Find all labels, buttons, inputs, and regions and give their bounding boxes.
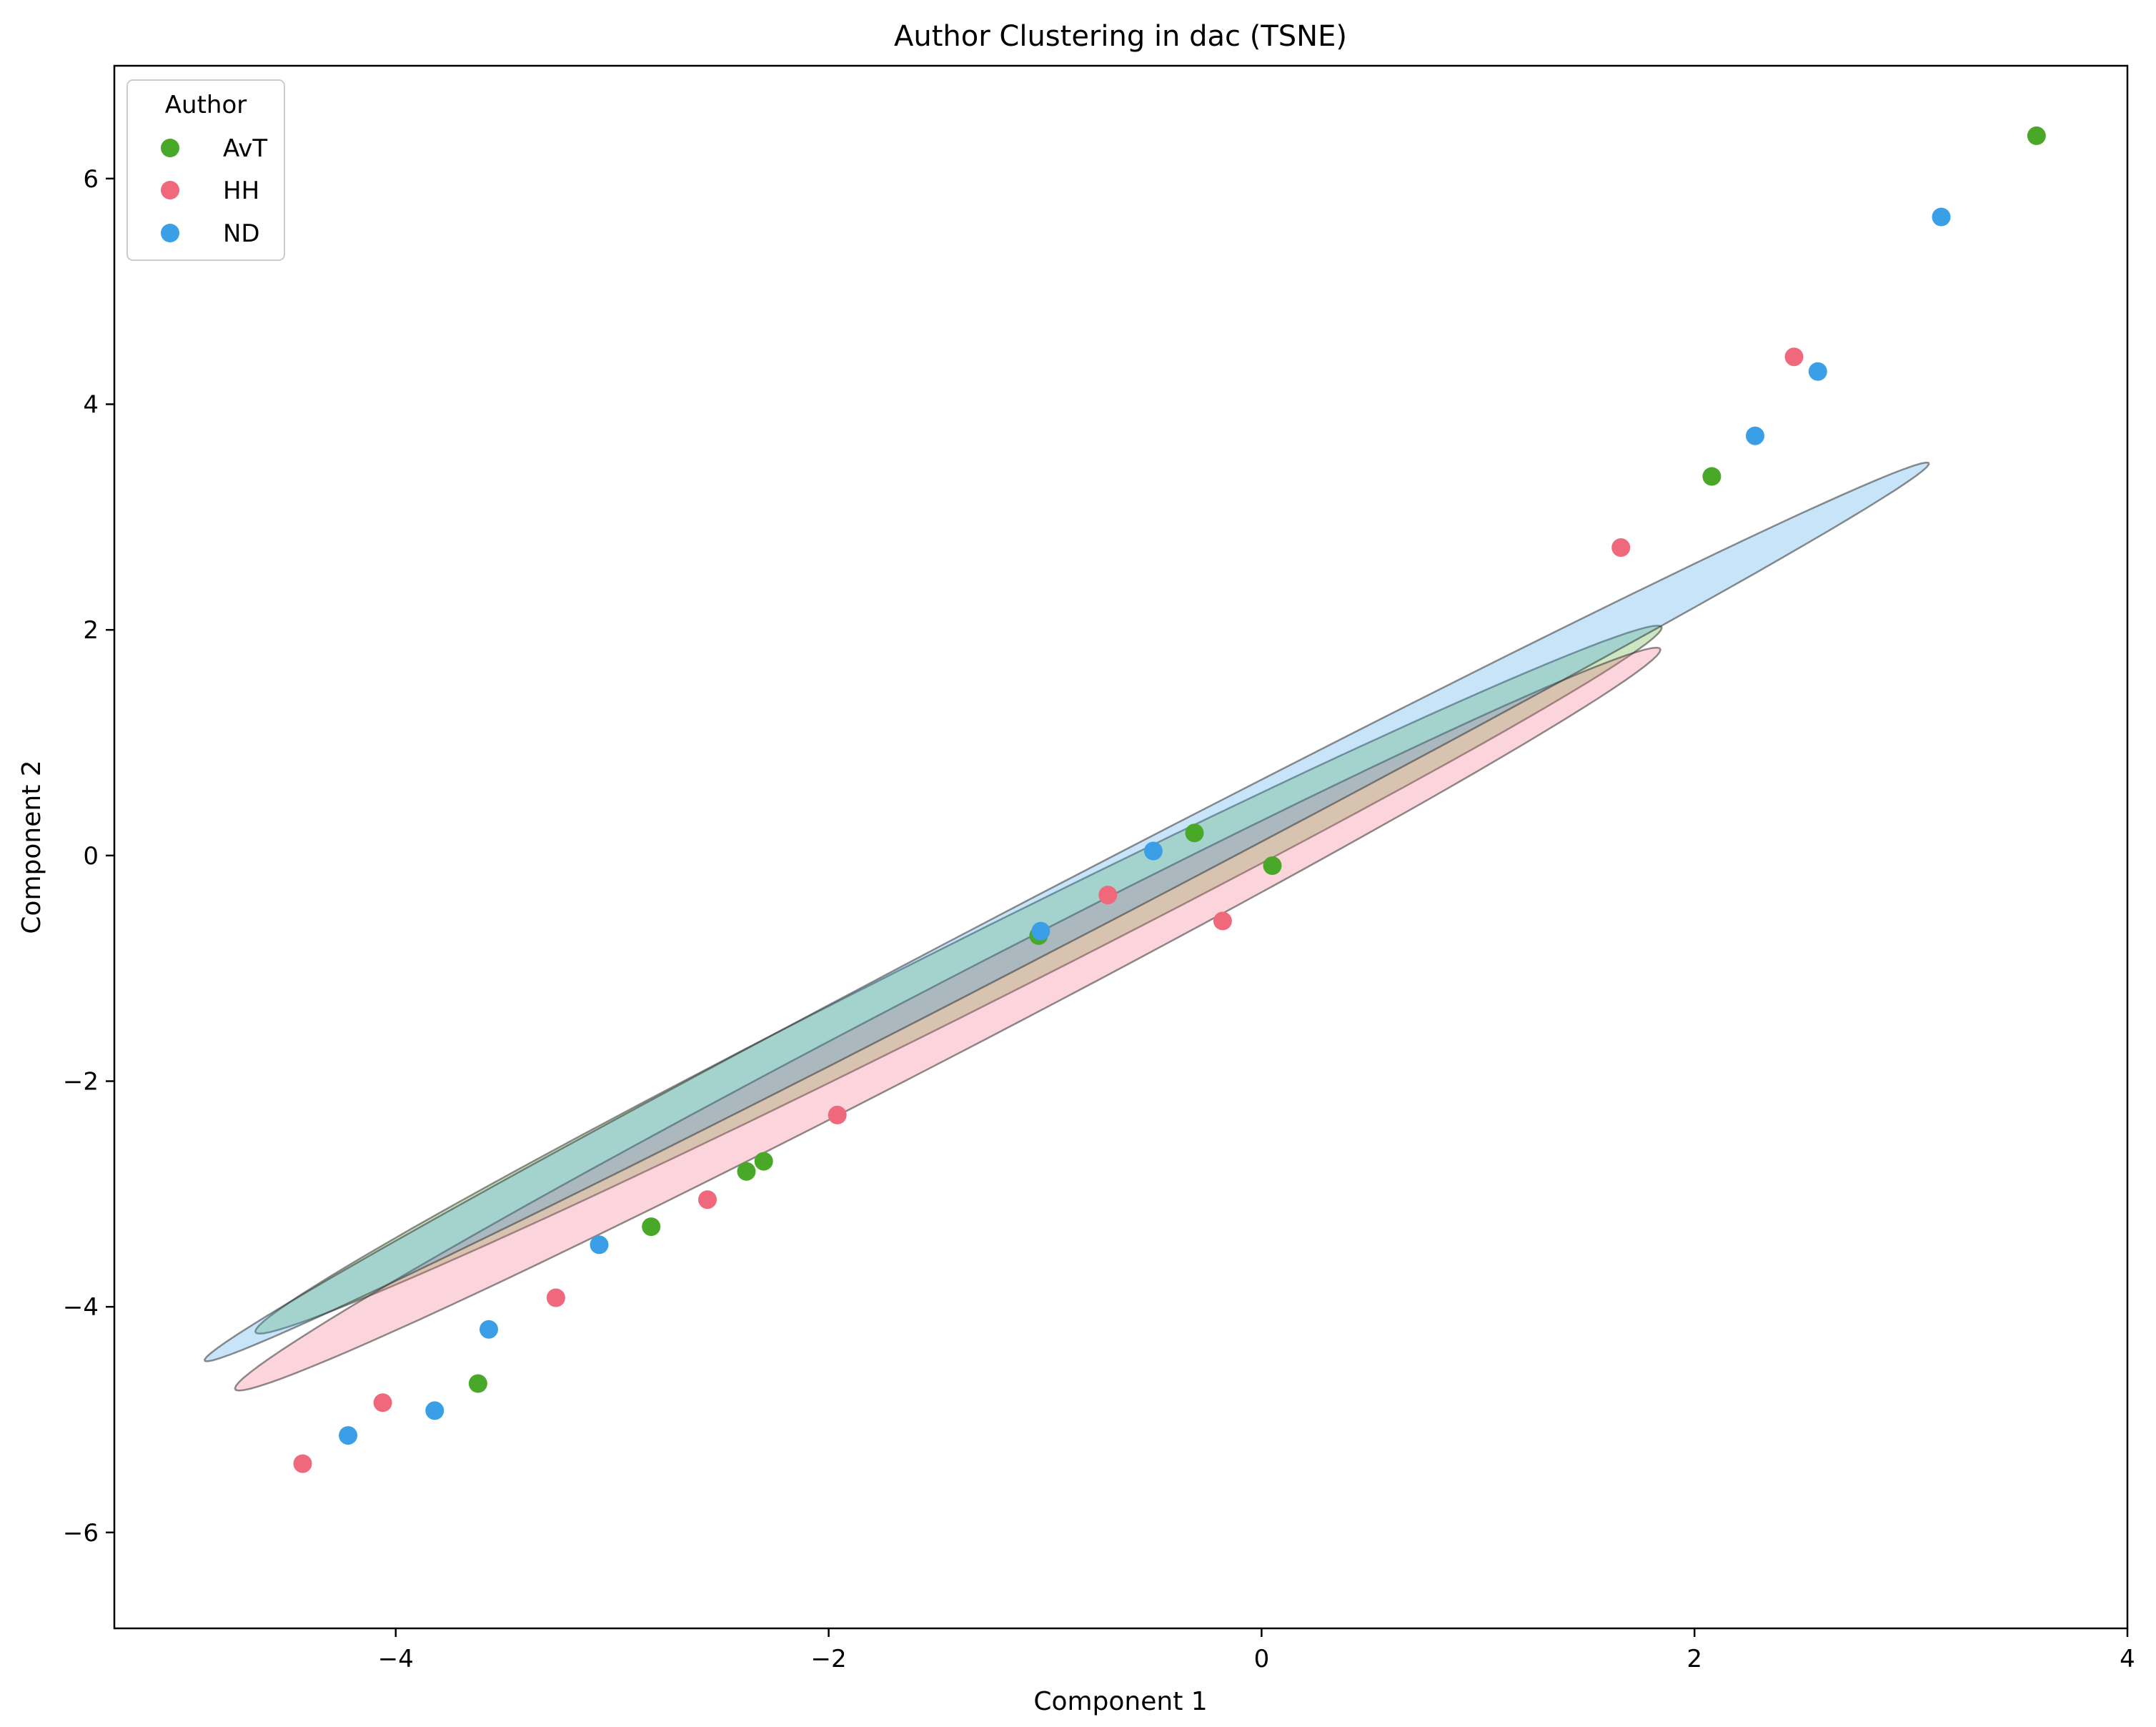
- data-point-hh-5: [698, 1190, 717, 1209]
- data-point-avt-0: [2027, 126, 2046, 145]
- data-point-avt-2: [1263, 856, 1282, 875]
- data-point-nd-2: [1746, 426, 1764, 445]
- data-point-hh-2: [1213, 911, 1232, 931]
- data-point-avt-5: [754, 1152, 773, 1171]
- data-point-hh-4: [828, 1105, 847, 1124]
- x-tick-label: −4: [378, 1645, 414, 1673]
- data-point-hh-1: [1611, 538, 1631, 557]
- legend-label-avt: AvT: [223, 134, 267, 163]
- data-point-hh-0: [1784, 347, 1804, 367]
- data-point-nd-7: [425, 1401, 444, 1420]
- y-tick-label: 2: [83, 616, 99, 645]
- legend-marker-avt: [161, 139, 179, 157]
- data-point-avt-3: [1185, 823, 1204, 843]
- data-point-nd-4: [1031, 921, 1050, 941]
- data-point-nd-5: [590, 1235, 609, 1255]
- plot-area: [113, 64, 2129, 1630]
- data-point-avt-8: [468, 1374, 487, 1393]
- data-point-hh-6: [546, 1288, 565, 1307]
- chart-title: Author Clustering in dac (TSNE): [894, 20, 1347, 53]
- legend-title: Author: [165, 91, 247, 119]
- legend-label-hh: HH: [223, 177, 259, 205]
- y-tick-label: −6: [63, 1519, 99, 1548]
- confidence-ellipse-avt: [254, 624, 1663, 1335]
- data-point-nd-0: [1932, 207, 1951, 227]
- x-tick-label: 0: [1254, 1645, 1270, 1673]
- data-point-hh-3: [1098, 886, 1118, 905]
- data-point-hh-7: [373, 1393, 392, 1412]
- data-point-avt-7: [642, 1217, 661, 1237]
- y-tick-label: 6: [83, 165, 99, 194]
- y-tick-label: −2: [63, 1068, 99, 1097]
- x-tick-label: 4: [2120, 1645, 2135, 1673]
- x-tick-label: −2: [811, 1645, 847, 1673]
- data-point-hh-8: [293, 1454, 312, 1473]
- y-axis-label: Component 2: [17, 760, 46, 934]
- data-point-nd-1: [1808, 362, 1827, 381]
- x-axis-label: Component 1: [1033, 1687, 1207, 1716]
- y-tick-label: −4: [63, 1293, 99, 1322]
- legend-marker-nd: [161, 224, 179, 242]
- confidence-ellipse-hh: [234, 646, 1661, 1392]
- x-tick-label: 2: [1686, 1645, 1702, 1673]
- confidence-ellipse-nd: [203, 461, 1930, 1362]
- legend-box: [126, 79, 285, 261]
- y-tick-label: 0: [83, 842, 99, 871]
- legend-marker-hh: [161, 181, 179, 199]
- legend: Author AvT HH ND: [126, 79, 285, 261]
- data-point-avt-1: [1702, 467, 1722, 486]
- data-point-avt-6: [737, 1162, 756, 1181]
- y-tick-label: 4: [83, 391, 99, 420]
- legend-label-nd: ND: [223, 219, 260, 248]
- data-point-nd-6: [480, 1320, 498, 1339]
- data-point-nd-8: [339, 1426, 358, 1445]
- data-point-nd-3: [1143, 841, 1163, 861]
